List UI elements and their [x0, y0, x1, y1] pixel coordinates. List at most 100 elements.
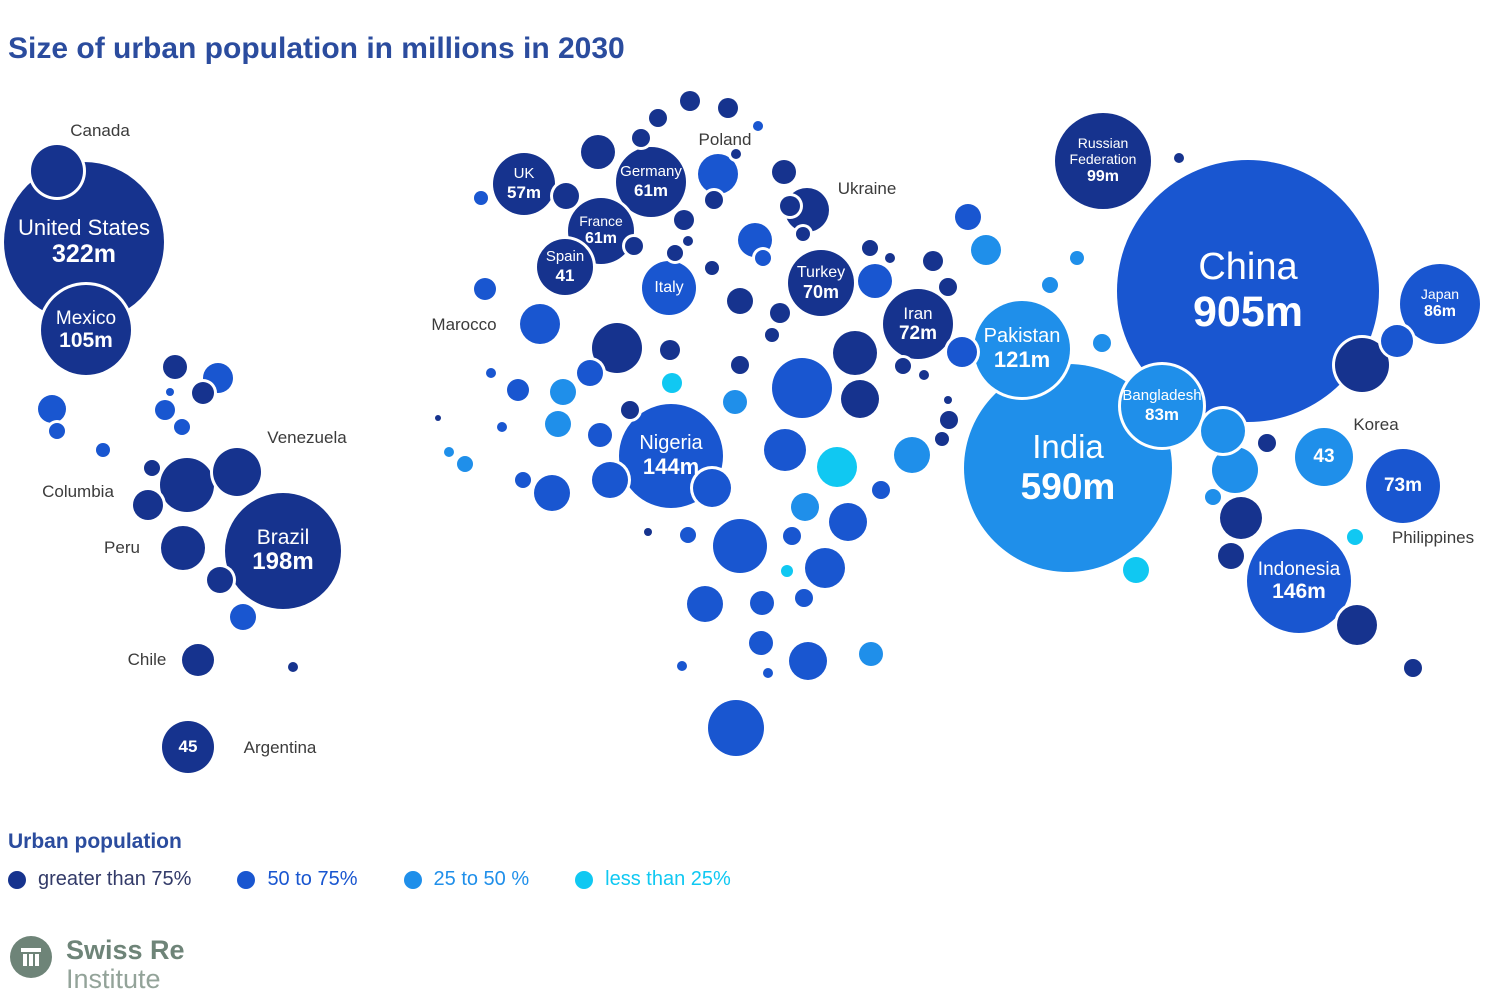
bubble-chile — [182, 644, 214, 676]
bubble — [1201, 409, 1245, 453]
bubble — [872, 481, 890, 499]
bubble-country-name: Italy — [654, 279, 684, 297]
bubble — [577, 360, 603, 386]
bubble — [750, 591, 774, 615]
bubble-value: 57m — [506, 182, 542, 202]
bubble — [817, 447, 857, 487]
bubble — [955, 204, 981, 230]
bubble — [192, 382, 214, 404]
bubble — [705, 191, 723, 209]
bubble-value: 43 — [1313, 446, 1335, 468]
bubble — [947, 337, 977, 367]
bubble — [923, 251, 943, 271]
bubble — [163, 355, 187, 379]
bubble-value: 146m — [1272, 579, 1326, 603]
bubble — [862, 240, 878, 256]
legend-dot-icon — [403, 870, 422, 889]
bubble — [96, 443, 110, 457]
bubble — [858, 264, 892, 298]
bubble — [791, 493, 819, 521]
bubble — [683, 236, 693, 246]
bubble-spain: Spain 41 — [537, 239, 593, 295]
bubble-country-name: Iran — [903, 303, 933, 323]
bubble-italy: Italy — [642, 261, 696, 315]
bubble — [772, 358, 832, 418]
bubble — [649, 109, 667, 127]
bubble — [507, 379, 529, 401]
bubble-value: 72m — [898, 322, 938, 344]
bubble — [435, 415, 441, 421]
bubble-country-name: Federation — [1069, 151, 1137, 168]
bubble — [1218, 543, 1244, 569]
bubble-philippines: 73m — [1366, 449, 1440, 523]
bubble — [680, 91, 700, 111]
bubble — [1337, 605, 1377, 645]
legend-item-label: less than 25% — [605, 868, 731, 890]
bubble — [765, 328, 779, 342]
bubble-value: 590m — [1020, 465, 1116, 507]
bubble — [621, 401, 639, 419]
bubble — [1381, 325, 1413, 357]
legend-dot-icon — [575, 870, 594, 889]
bubble — [1093, 334, 1111, 352]
bubble — [713, 519, 767, 573]
bubble — [783, 527, 801, 545]
logo-brand: Swiss Re — [66, 935, 185, 965]
label-ukraine: Ukraine — [837, 179, 897, 198]
bubble — [1174, 153, 1184, 163]
bubble-value: 83m — [1144, 404, 1180, 424]
bubble — [207, 567, 233, 593]
bubble — [705, 261, 719, 275]
bubble — [795, 589, 813, 607]
legend: Urban population greater than 75% 50 to 7… — [8, 830, 731, 891]
bubble — [1347, 529, 1363, 545]
label-peru: Peru — [104, 538, 140, 557]
bubble — [474, 278, 496, 300]
bubble — [796, 227, 810, 241]
bubble — [755, 250, 771, 266]
bubble-marocco — [520, 304, 560, 344]
bubble — [935, 432, 949, 446]
bubble — [144, 460, 160, 476]
bubble — [723, 390, 747, 414]
bubble-value: 41 — [555, 265, 575, 285]
bubble — [588, 423, 612, 447]
bubble — [944, 396, 952, 404]
bubble-value: 322m — [52, 240, 116, 269]
bubble-turkey: Turkey 70m — [788, 250, 854, 316]
bubble-mexico: Mexico 105m — [41, 285, 131, 375]
bubble-country-name: Pakistan — [983, 325, 1061, 348]
bubble — [894, 437, 930, 473]
bubble — [718, 98, 738, 118]
legend-item-label: 50 to 75% — [267, 868, 358, 890]
logo-text: Swiss Re Institute — [66, 935, 185, 995]
bubble-country-name: China — [1198, 245, 1298, 288]
bubble-country-name: India — [1032, 427, 1104, 465]
bubble-columbia — [160, 458, 214, 512]
bubble — [687, 586, 723, 622]
bubble — [534, 475, 570, 511]
bubble-korea: 43 — [1295, 428, 1353, 486]
bubble-canada — [31, 145, 83, 197]
bubble-brazil: Brazil 198m — [225, 493, 341, 609]
bubble — [805, 548, 845, 588]
logo-institute: Institute — [66, 964, 161, 995]
bubble-country-name: Indonesia — [1257, 558, 1341, 580]
bubble — [166, 388, 174, 396]
bubble — [486, 368, 496, 378]
bubble — [474, 191, 488, 205]
legend-item-gt75: greater than 75% — [8, 868, 191, 891]
bubble — [919, 370, 929, 380]
label-canada: Canada — [70, 121, 130, 140]
bubble — [155, 400, 175, 420]
bubble — [660, 340, 680, 360]
bubble-value: 905m — [1193, 288, 1303, 337]
bubble-iran: Iran 72m — [883, 289, 953, 359]
legend-dot-icon — [8, 870, 26, 889]
bubble-venezuela — [213, 448, 261, 496]
label-chile: Chile — [127, 650, 167, 669]
bubble — [497, 422, 507, 432]
bubble — [625, 237, 643, 255]
bubble-bangladesh: Bangladesh 83m — [1121, 365, 1203, 447]
bubble-country-name: Spain — [545, 248, 585, 266]
